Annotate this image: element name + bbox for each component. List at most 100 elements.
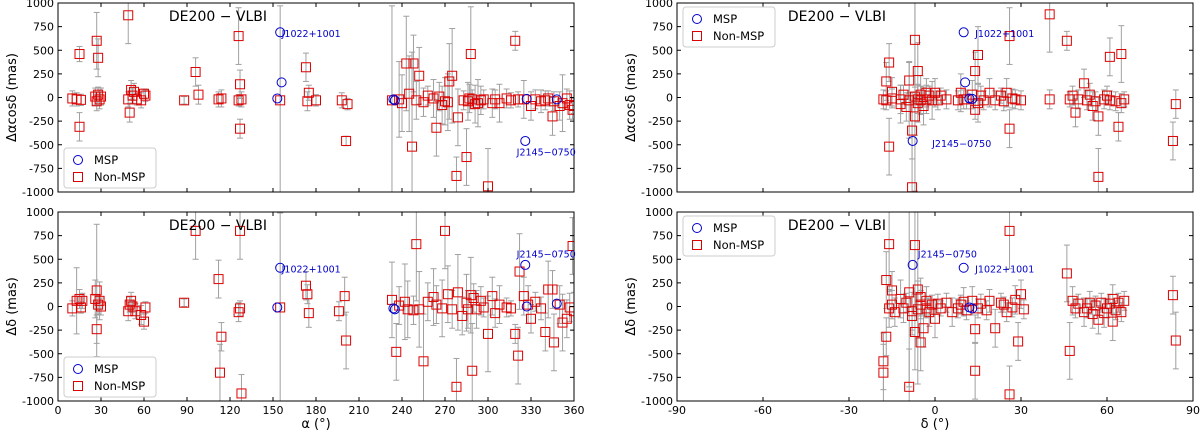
non-msp-point [236, 94, 247, 105]
non-msp-point [1104, 95, 1115, 106]
non-msp-point [921, 303, 932, 314]
non-msp-point [901, 101, 912, 112]
y-tick-label: -250 [29, 115, 54, 128]
non-msp-point [1061, 35, 1072, 46]
msp-point [958, 262, 969, 273]
msp-point [960, 77, 971, 88]
y-tick-label: -750 [648, 162, 673, 175]
non-msp-point [881, 331, 892, 342]
non-msp-point [1016, 95, 1026, 106]
non-msp-point [126, 84, 137, 95]
non-msp-point [408, 305, 419, 316]
annotation-label: J2145−0750 [516, 250, 576, 261]
non-msp-point [995, 90, 1006, 101]
non-msp-point [970, 365, 981, 376]
non-msp-point [1004, 123, 1015, 134]
y-tick-label: 0 [666, 92, 673, 105]
non-msp-point [540, 327, 551, 338]
chart-bottom-right-xlabel: δ (°) [921, 417, 950, 430]
non-msp-point [91, 324, 102, 335]
non-msp-point [333, 306, 344, 317]
non-msp-point [513, 350, 524, 361]
x-tick-label: -30 [840, 404, 858, 417]
non-msp-point [483, 328, 493, 339]
non-msp-point [444, 76, 455, 87]
non-msp-point [124, 299, 135, 310]
msp-point [521, 93, 532, 104]
x-tick-label: 240 [392, 404, 413, 417]
chart-top-left-title: DE200 − VLBI [169, 9, 267, 25]
non-msp-point [300, 62, 311, 73]
non-msp-point [128, 86, 139, 97]
non-msp-point [236, 388, 247, 399]
non-msp-point [452, 287, 463, 298]
msp-point [272, 93, 283, 104]
non-msp-point [1090, 300, 1101, 311]
non-msp-point [984, 295, 995, 306]
non-msp-point [526, 313, 536, 324]
legend-label: Non-MSP [94, 170, 145, 184]
non-msp-point [941, 297, 952, 308]
non-msp-point [898, 89, 909, 100]
y-tick-label: 0 [47, 92, 54, 105]
non-msp-point [1170, 335, 1181, 346]
non-msp-point [468, 292, 479, 303]
chart-bottom-left-xlabel: α (°) [301, 417, 330, 430]
non-msp-point [233, 31, 244, 42]
chart-bottom-left-legend: MSP Non-MSP [63, 356, 157, 398]
non-msp-point [431, 122, 442, 133]
non-msp-point [510, 35, 521, 46]
x-tick-label: 0 [932, 404, 939, 417]
non-msp-point [918, 101, 929, 112]
non-msp-point [1001, 87, 1012, 98]
y-tick-label: 500 [33, 253, 54, 266]
x-tick-label: 120 [220, 404, 241, 417]
legend-box [63, 147, 157, 189]
non-msp-point [275, 302, 286, 313]
non-msp-point [1044, 9, 1055, 20]
non-msp-point [311, 95, 321, 106]
legend-label: MSP [713, 12, 737, 26]
non-msp-point [442, 97, 453, 108]
non-msp-point [404, 88, 415, 99]
non-msp-point [1116, 307, 1127, 318]
msp-point [388, 303, 399, 314]
msp-point [907, 135, 918, 146]
non-msp-point [909, 111, 920, 122]
y-tick-label: -250 [648, 324, 673, 337]
non-msp-point [431, 299, 442, 310]
non-msp-point [547, 284, 558, 295]
non-msp-point [1067, 90, 1078, 101]
non-msp-point [494, 299, 505, 310]
non-msp-point [536, 303, 547, 314]
non-msp-point [1070, 107, 1081, 118]
non-msp-point [887, 285, 897, 296]
legend-label: Non-MSP [94, 379, 145, 393]
non-msp-point [475, 95, 486, 106]
non-msp-point [408, 58, 419, 69]
msp-point [275, 262, 286, 273]
non-msp-point [216, 331, 227, 342]
x-tick-label: 0 [55, 404, 62, 417]
non-msp-point [881, 95, 892, 106]
x-tick-label: 60 [137, 404, 151, 417]
non-msp-point [452, 112, 463, 123]
non-msp-point [1010, 294, 1021, 305]
non-msp-point [341, 135, 352, 146]
y-tick-label: -500 [29, 348, 54, 361]
non-msp-point [91, 35, 102, 46]
non-msp-point [402, 304, 413, 315]
y-tick-label: 750 [33, 21, 54, 34]
non-msp-point [970, 104, 981, 115]
y-tick-label: 500 [33, 44, 54, 57]
non-msp-point [930, 313, 940, 324]
non-msp-point [505, 303, 516, 314]
non-msp-point [339, 291, 350, 302]
y-tick-label: 1000 [26, 0, 54, 10]
non-msp-point [569, 101, 574, 112]
x-tick-label: 360 [564, 404, 585, 417]
non-msp-point [341, 335, 352, 346]
non-msp-point [74, 121, 85, 132]
non-msp-point [1167, 135, 1178, 146]
non-msp-point [978, 95, 989, 106]
